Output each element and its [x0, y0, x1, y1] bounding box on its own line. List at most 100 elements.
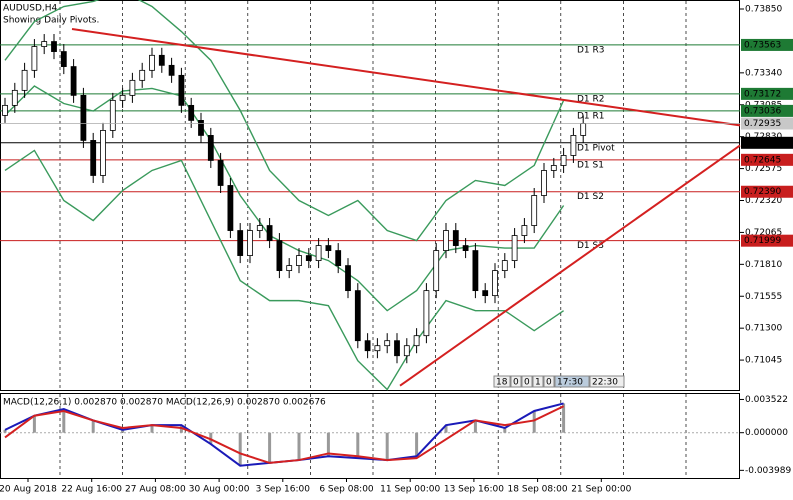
candle-body: [266, 225, 273, 241]
timeframe-button[interactable]: [589, 375, 625, 388]
timeframe-button[interactable]: [554, 375, 590, 388]
candle-body: [51, 41, 57, 52]
timeframe-button[interactable]: [532, 375, 544, 388]
pivot-price-box: [741, 153, 793, 166]
candle-body: [501, 260, 508, 271]
y-tick-label: 0.72065: [745, 228, 782, 238]
x-tick-label: 30 Aug 00:00: [189, 485, 250, 495]
x-tick-label: 21 Sep 00:00: [571, 485, 631, 495]
candle-body: [325, 245, 332, 251]
candle-body: [31, 46, 38, 71]
x-tick-label: 20 Aug 2018: [0, 485, 57, 495]
candle-body: [531, 195, 538, 226]
candle-body: [158, 54, 165, 66]
candle-body: [570, 135, 577, 156]
macd-title: MACD(12,26,1) 0.002870 0.002870 MACD(12,…: [3, 398, 326, 408]
candle-body: [560, 155, 567, 166]
candle-body: [237, 230, 244, 256]
timeframe-button-label: 17:30: [557, 378, 583, 388]
pivot-name: D1 R2: [577, 94, 605, 104]
pivot-price-label: 0.73172: [744, 89, 781, 99]
candle-body: [227, 185, 234, 231]
macd-tick-label: -0.003989: [745, 466, 791, 476]
timeframe-button[interactable]: [543, 375, 555, 388]
candle-body: [11, 89, 18, 106]
candle-body: [41, 41, 48, 47]
candle-body: [296, 255, 302, 266]
pivot-price-label: 0.73563: [744, 40, 781, 50]
timeframe-button-label: 0: [524, 378, 530, 388]
pivot-price-label: 0.72781: [744, 138, 781, 148]
timeframe-button[interactable]: [521, 375, 533, 388]
candle-body: [188, 104, 195, 121]
pivot-name: D1 R3: [577, 45, 605, 55]
main-frame: [0, 0, 740, 391]
timeframe-button[interactable]: [510, 375, 522, 388]
pivot-price-label: 0.72645: [744, 155, 781, 165]
candle-body: [482, 290, 489, 297]
candle-body: [100, 130, 106, 176]
candle-body: [423, 290, 430, 337]
candle-body: [315, 245, 322, 261]
pivot-price-label: 0.73036: [744, 106, 781, 116]
timeframe-button-label: 0: [546, 378, 552, 388]
candle-body: [198, 120, 204, 136]
candle-body: [90, 140, 97, 176]
candle-body: [286, 265, 293, 271]
pivot-price-box: [741, 234, 793, 247]
pivot-price-label: 0.72390: [744, 187, 781, 197]
candle-body: [354, 290, 361, 342]
y-tick-label: 0.71810: [745, 260, 782, 270]
x-tick-label: 11 Sep 00:00: [380, 485, 440, 495]
pivot-name: D1 S2: [577, 192, 604, 202]
pivot-price-box: [741, 38, 793, 51]
candle-body: [70, 66, 77, 96]
timeframe-button-label: 0: [513, 378, 519, 388]
candle-body: [217, 160, 224, 186]
pivot-name: D1 S1: [577, 160, 604, 170]
chart-title: AUDUSD,H4: [3, 4, 58, 14]
y-tick-label: 0.72575: [745, 164, 782, 174]
pivot-name: D1 S3: [577, 241, 604, 251]
candle-body: [335, 250, 342, 266]
macd-tick-label: 0.000000: [745, 428, 788, 438]
pivot-price-box: [741, 104, 793, 117]
pivot-price-box: [741, 87, 793, 100]
candle-body: [207, 135, 214, 161]
x-tick-label: 6 Sep 08:00: [319, 485, 374, 495]
current-price-box: [741, 117, 793, 130]
x-tick-label: 3 Sep 16:00: [256, 485, 311, 495]
candle-body: [345, 265, 351, 292]
trendline: [71, 28, 741, 127]
candle-body: [21, 69, 28, 91]
x-tick-label: 13 Sep 16:00: [444, 485, 504, 495]
candle-body: [550, 165, 557, 171]
candle-body: [168, 64, 175, 76]
timeframe-button[interactable]: [493, 375, 511, 388]
candle-body: [109, 99, 116, 131]
candle-body: [403, 345, 410, 357]
macd-tick-label: 0.003522: [745, 395, 788, 405]
trendline: [399, 144, 741, 387]
candle-body: [580, 123, 587, 136]
current-price-label: 0.72935: [744, 119, 781, 129]
bollinger-middle: [4, 85, 565, 312]
y-tick-label: 0.71300: [745, 324, 782, 334]
candle-body: [462, 245, 469, 251]
y-tick-label: 0.73850: [745, 5, 782, 15]
candle-body: [247, 230, 253, 256]
candle-body: [384, 340, 391, 347]
bollinger-lower: [4, 149, 564, 391]
y-tick-label: 0.71045: [745, 356, 782, 366]
candle-body: [452, 230, 459, 246]
macd-frame: [0, 393, 740, 479]
x-tick-label: 22 Aug 16:00: [61, 485, 122, 495]
y-tick-label: 0.72320: [745, 196, 782, 206]
timeframe-button-label: 22:30: [592, 378, 618, 388]
candle-body: [2, 104, 8, 116]
candle-body: [305, 255, 312, 261]
candle-body: [413, 335, 420, 347]
candle-body: [364, 340, 371, 352]
candle-body: [256, 225, 263, 231]
x-tick-label: 18 Sep 08:00: [508, 485, 568, 495]
